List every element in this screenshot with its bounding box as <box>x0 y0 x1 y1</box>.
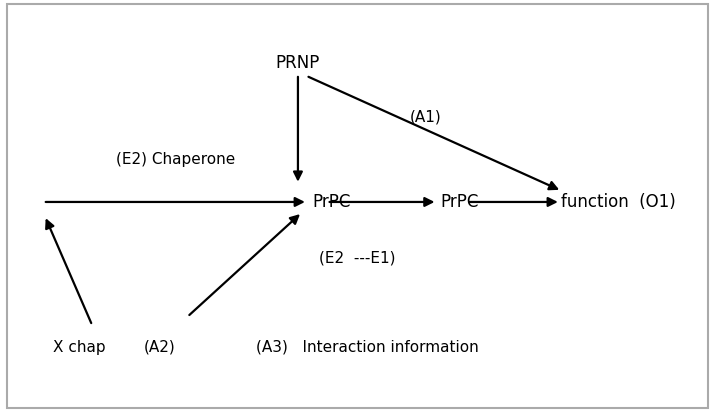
Text: (A2): (A2) <box>144 340 176 355</box>
Text: (E2  ---E1): (E2 ---E1) <box>319 251 395 266</box>
Text: (E2) Chaperone: (E2) Chaperone <box>116 152 235 167</box>
Text: (A1): (A1) <box>410 110 442 125</box>
Text: PrPC: PrPC <box>312 193 350 211</box>
Text: PrPC: PrPC <box>440 193 478 211</box>
Text: function  (O1): function (O1) <box>561 193 676 211</box>
Text: PRNP: PRNP <box>276 54 320 72</box>
Text: X chap: X chap <box>53 340 105 355</box>
Text: (A3)   Interaction information: (A3) Interaction information <box>256 340 478 355</box>
